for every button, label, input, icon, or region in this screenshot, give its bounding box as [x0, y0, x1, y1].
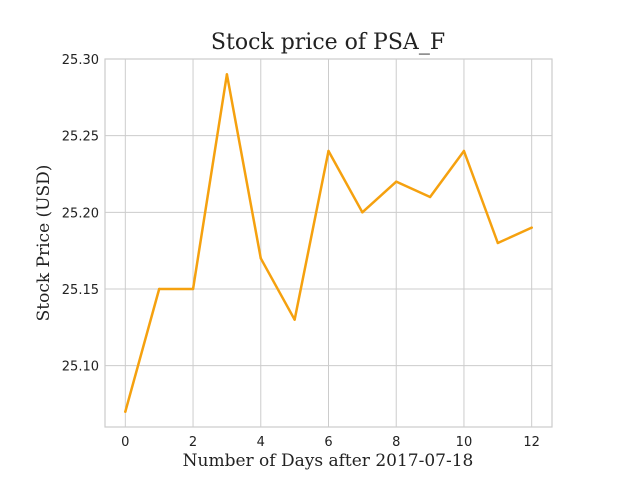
- data-point: [462, 149, 466, 153]
- x-tick-label: 6: [324, 435, 332, 450]
- y-axis-ticks: 25.10 25.15 25.20 25.25 25.30: [62, 53, 99, 375]
- x-axis-ticks: 0 2 4 6 8 10 12: [121, 435, 540, 450]
- x-tick-label: 2: [189, 435, 197, 450]
- y-tick-label: 25.30: [62, 53, 99, 68]
- x-tick-label: 8: [392, 435, 400, 450]
- data-point: [259, 257, 262, 260]
- data-point: [293, 318, 296, 321]
- data-point: [157, 287, 161, 291]
- data-point: [327, 149, 330, 153]
- x-tick-label: 10: [456, 435, 473, 450]
- data-point: [124, 410, 127, 413]
- chart-title: Stock price of PSA_F: [211, 30, 445, 55]
- series-layer: [124, 73, 533, 413]
- x-tick-label: 0: [121, 435, 129, 450]
- y-tick-label: 25.15: [62, 283, 99, 298]
- x-tick-label: 4: [257, 435, 265, 450]
- data-point: [361, 211, 364, 214]
- x-axis-label: Number of Days after 2017-07-18: [183, 451, 474, 471]
- data-point: [395, 180, 398, 183]
- grid-lines: [105, 58, 552, 427]
- plot-area-frame: [104, 58, 553, 428]
- data-point: [225, 73, 229, 76]
- data-point: [428, 195, 432, 199]
- data-point: [191, 287, 195, 291]
- x-tick-label: 12: [523, 435, 540, 450]
- data-point: [496, 241, 500, 245]
- data-point: [530, 226, 533, 229]
- y-tick-label: 25.10: [62, 360, 99, 375]
- y-tick-label: 25.20: [62, 206, 99, 221]
- y-tick-label: 25.25: [62, 130, 99, 145]
- y-axis-label: Stock Price (USD): [34, 165, 54, 322]
